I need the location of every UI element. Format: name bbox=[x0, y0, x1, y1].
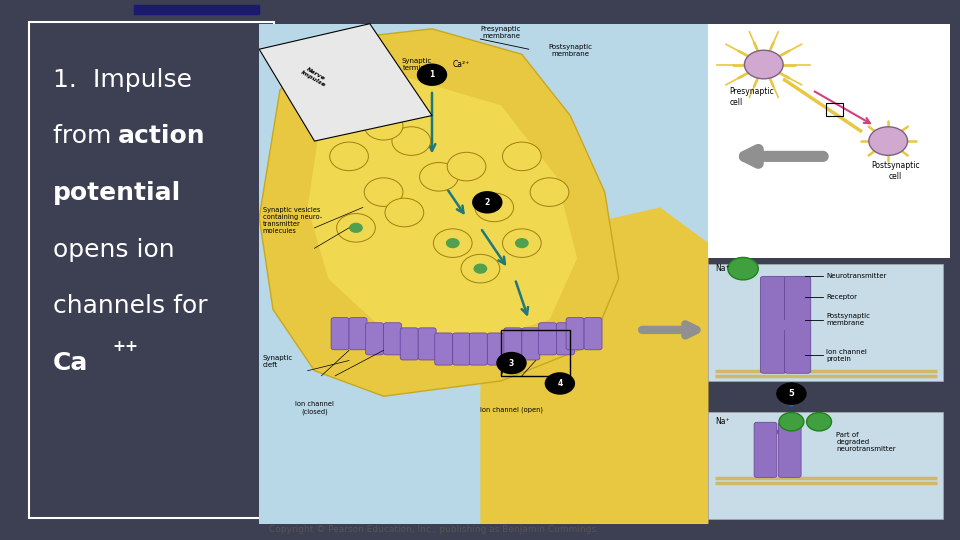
FancyBboxPatch shape bbox=[400, 328, 419, 360]
Text: Neurotransmitter: Neurotransmitter bbox=[826, 273, 886, 279]
Polygon shape bbox=[480, 207, 708, 524]
Circle shape bbox=[461, 254, 500, 283]
Bar bbox=[764, 320, 807, 330]
FancyBboxPatch shape bbox=[784, 276, 811, 373]
Circle shape bbox=[473, 264, 488, 274]
FancyBboxPatch shape bbox=[566, 318, 584, 350]
Circle shape bbox=[420, 163, 458, 191]
Text: Nerve
Impulse: Nerve Impulse bbox=[300, 65, 329, 88]
Text: Na⁺: Na⁺ bbox=[715, 264, 730, 273]
Text: 2: 2 bbox=[485, 198, 490, 207]
Text: Na⁺: Na⁺ bbox=[715, 417, 730, 426]
FancyBboxPatch shape bbox=[453, 333, 470, 365]
Bar bbox=[708, 24, 950, 259]
FancyBboxPatch shape bbox=[435, 333, 453, 365]
Circle shape bbox=[392, 127, 431, 156]
Text: Synaptic
cleft: Synaptic cleft bbox=[263, 355, 293, 368]
Circle shape bbox=[475, 193, 514, 222]
Circle shape bbox=[869, 127, 907, 156]
Circle shape bbox=[329, 142, 369, 171]
Text: from: from bbox=[53, 124, 119, 148]
Circle shape bbox=[530, 178, 569, 206]
FancyBboxPatch shape bbox=[384, 323, 401, 355]
Circle shape bbox=[364, 111, 403, 140]
Text: 1: 1 bbox=[429, 70, 435, 79]
Circle shape bbox=[364, 178, 403, 206]
FancyBboxPatch shape bbox=[760, 276, 786, 373]
Circle shape bbox=[744, 50, 783, 79]
Text: Postsynaptic
membrane: Postsynaptic membrane bbox=[826, 313, 870, 326]
FancyBboxPatch shape bbox=[488, 333, 505, 365]
FancyBboxPatch shape bbox=[522, 328, 540, 360]
Circle shape bbox=[806, 413, 831, 431]
FancyBboxPatch shape bbox=[469, 333, 488, 365]
Text: Receptor: Receptor bbox=[826, 294, 857, 300]
Text: 4: 4 bbox=[557, 379, 563, 388]
Circle shape bbox=[385, 198, 423, 227]
Text: Ion channel
protein: Ion channel protein bbox=[826, 349, 867, 362]
FancyBboxPatch shape bbox=[557, 323, 574, 355]
Circle shape bbox=[447, 152, 486, 181]
Circle shape bbox=[496, 352, 527, 374]
Text: channels for: channels for bbox=[53, 294, 207, 318]
FancyBboxPatch shape bbox=[331, 318, 349, 350]
Text: Ion channel
(closed): Ion channel (closed) bbox=[295, 401, 334, 415]
Text: Synaptic
terminal: Synaptic terminal bbox=[401, 58, 432, 71]
Circle shape bbox=[779, 413, 804, 431]
Circle shape bbox=[417, 64, 447, 86]
Bar bbox=[826, 103, 843, 116]
Circle shape bbox=[433, 229, 472, 258]
Text: Synaptic vesicles
containing neuro-
transmitter
molecules: Synaptic vesicles containing neuro- tran… bbox=[263, 207, 322, 234]
Circle shape bbox=[728, 258, 758, 280]
FancyBboxPatch shape bbox=[504, 328, 522, 360]
Text: action: action bbox=[118, 124, 205, 148]
Text: Ion channel (open): Ion channel (open) bbox=[480, 407, 543, 413]
Bar bbox=[501, 330, 570, 376]
Text: 1.  Impulse: 1. Impulse bbox=[53, 68, 192, 91]
Text: 3: 3 bbox=[509, 359, 515, 368]
Polygon shape bbox=[259, 29, 618, 396]
Circle shape bbox=[515, 238, 529, 248]
Circle shape bbox=[472, 191, 502, 213]
Text: opens ion: opens ion bbox=[53, 238, 175, 261]
FancyBboxPatch shape bbox=[419, 328, 436, 360]
Text: 5: 5 bbox=[788, 389, 794, 398]
Text: ++: ++ bbox=[112, 339, 138, 354]
FancyBboxPatch shape bbox=[584, 318, 602, 350]
Text: Postsynaptic
cell: Postsynaptic cell bbox=[871, 161, 920, 181]
Text: Postsynaptic
membrane: Postsynaptic membrane bbox=[548, 44, 592, 57]
Text: Ca²⁺: Ca²⁺ bbox=[453, 60, 470, 69]
Text: potential: potential bbox=[53, 181, 181, 205]
Circle shape bbox=[349, 222, 363, 233]
FancyBboxPatch shape bbox=[366, 323, 384, 355]
Polygon shape bbox=[307, 75, 577, 345]
Circle shape bbox=[337, 213, 375, 242]
Bar bbox=[259, 24, 708, 524]
Text: Ca: Ca bbox=[53, 351, 88, 375]
FancyBboxPatch shape bbox=[349, 318, 367, 350]
Bar bbox=[134, 5, 259, 14]
Bar bbox=[708, 264, 944, 381]
Polygon shape bbox=[259, 24, 432, 141]
Circle shape bbox=[502, 229, 541, 258]
FancyBboxPatch shape bbox=[779, 422, 801, 477]
Text: Presynaptic
cell: Presynaptic cell bbox=[730, 87, 774, 107]
Circle shape bbox=[777, 382, 806, 405]
Text: Presynaptic
membrane: Presynaptic membrane bbox=[481, 26, 521, 39]
FancyBboxPatch shape bbox=[539, 323, 557, 355]
Bar bbox=[29, 22, 274, 518]
Text: Part of
degraded
neurotransmitter: Part of degraded neurotransmitter bbox=[836, 432, 896, 452]
FancyBboxPatch shape bbox=[755, 422, 777, 477]
Circle shape bbox=[502, 142, 541, 171]
Bar bbox=[708, 411, 944, 519]
Circle shape bbox=[445, 238, 460, 248]
Circle shape bbox=[544, 372, 575, 395]
Text: Copyright © Pearson Education, Inc., publishing as Benjamin Cummings.: Copyright © Pearson Education, Inc., pub… bbox=[269, 524, 599, 534]
